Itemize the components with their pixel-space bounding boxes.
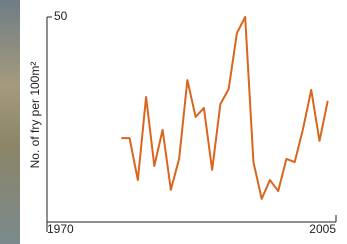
y-tick-label: 50 bbox=[54, 9, 68, 23]
page: No. of fry per 100m² 5019702005 (() => {… bbox=[0, 0, 347, 244]
chart: No. of fry per 100m² 50 1970 2005 bbox=[0, 0, 347, 244]
data-line bbox=[121, 17, 327, 199]
y-axis-label: No. of fry per 100m² bbox=[28, 62, 42, 169]
x-tick-label: 1970 bbox=[47, 222, 74, 236]
photo-strip bbox=[0, 0, 20, 244]
x-tick-label: 2005 bbox=[309, 222, 336, 236]
